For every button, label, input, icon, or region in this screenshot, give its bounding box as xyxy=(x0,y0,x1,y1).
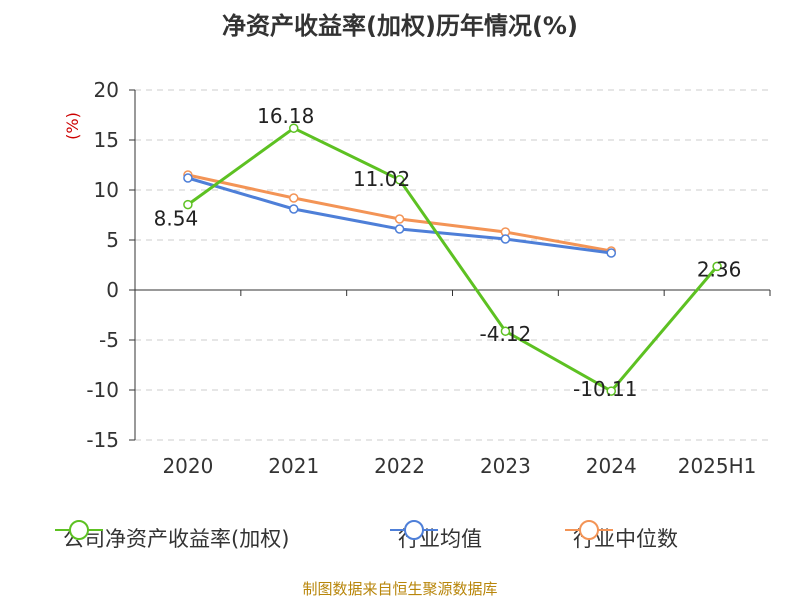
y-axis-label: (%) xyxy=(63,112,82,140)
x-tick-label: 2024 xyxy=(586,454,637,478)
x-tick-label: 2025H1 xyxy=(678,454,757,478)
y-tick-label: 5 xyxy=(106,228,119,252)
data-point-avg xyxy=(606,248,616,258)
data-point-company xyxy=(394,175,405,185)
legend-item-avg[interactable]: 行业均值 xyxy=(390,518,482,558)
x-tick-label: 2022 xyxy=(374,454,425,478)
legend-marker-avg xyxy=(390,520,438,540)
series-line-company xyxy=(187,126,719,393)
legend: 公司净资产收益率(加权) 行业均值 行业中位数 xyxy=(0,518,800,558)
data-point-company xyxy=(712,261,722,272)
data-label: -10.11 xyxy=(573,377,637,401)
x-tick-label: 2021 xyxy=(268,454,319,478)
data-label: 8.54 xyxy=(154,207,199,231)
data-point-company xyxy=(183,199,193,210)
y-tick-label: -15 xyxy=(86,428,119,452)
source-footer: 制图数据来自恒生聚源数据库 xyxy=(302,580,498,598)
legend-marker-company xyxy=(55,520,103,540)
y-tick-label: 20 xyxy=(94,78,119,102)
data-point-company xyxy=(289,123,299,133)
y-tick-label: 15 xyxy=(94,128,119,152)
legend-item-company[interactable]: 公司净资产收益率(加权) xyxy=(55,518,289,558)
legend-marker-median xyxy=(565,520,613,540)
data-label: 16.18 xyxy=(257,104,314,128)
y-tick-label: -5 xyxy=(99,328,119,352)
data-point-median xyxy=(289,193,299,203)
chart-title: 净资产收益率(加权)历年情况(%) xyxy=(222,12,578,40)
data-point-avg xyxy=(394,224,405,234)
data-point-avg xyxy=(289,204,299,214)
x-tick-label: 2020 xyxy=(162,454,213,478)
data-point-avg xyxy=(183,173,193,183)
data-label: 2.36 xyxy=(697,257,742,281)
x-tick-label: 2023 xyxy=(480,454,531,478)
data-point-company xyxy=(500,326,511,336)
legend-item-median[interactable]: 行业中位数 xyxy=(565,518,678,558)
data-point-median xyxy=(394,214,405,224)
data-label: 11.02 xyxy=(353,167,410,191)
data-point-avg xyxy=(500,234,511,244)
y-tick-label: 10 xyxy=(94,178,119,202)
y-tick-label: -10 xyxy=(86,378,119,402)
data-label: -4.12 xyxy=(480,322,532,346)
y-tick-label: 0 xyxy=(106,278,119,302)
data-point-company xyxy=(606,386,616,396)
